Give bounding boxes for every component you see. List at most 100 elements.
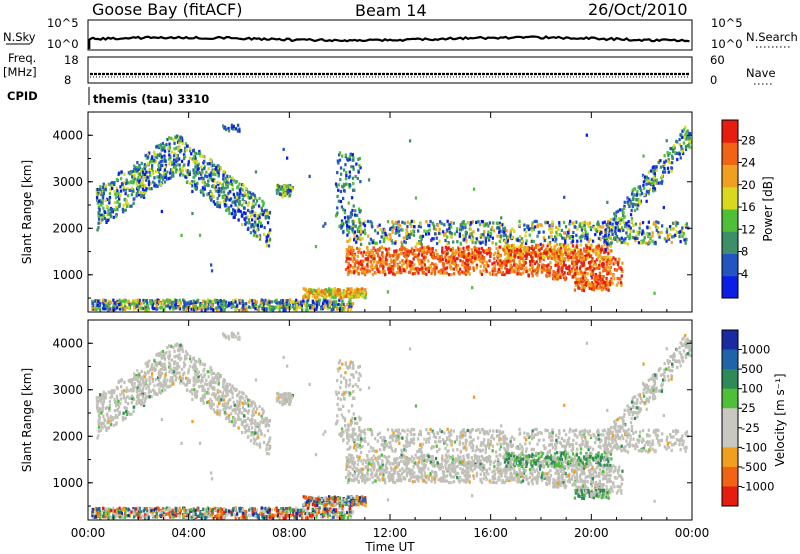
power-cell (311, 305, 314, 309)
velocity-cell (195, 360, 198, 364)
power-cell (574, 281, 577, 285)
power-cell (230, 302, 233, 306)
power-cell (495, 273, 498, 277)
power-cell (574, 283, 577, 287)
power-cell (213, 184, 216, 188)
power-cell (673, 233, 677, 237)
power-cell (603, 250, 606, 255)
power-cell (416, 256, 419, 260)
power-cell (452, 267, 455, 271)
power-cell (368, 254, 371, 258)
power-cell (137, 301, 140, 305)
power-cell (211, 299, 214, 303)
power-cell (556, 260, 559, 264)
power-cell (183, 149, 187, 153)
power-cell (351, 230, 354, 234)
velocity-cell (108, 409, 111, 413)
power-cell (556, 262, 559, 266)
power-cell (473, 259, 476, 263)
power-cell (560, 266, 563, 270)
power-cell (255, 300, 258, 304)
power-cell (475, 263, 479, 267)
velocity-cell (211, 380, 214, 384)
power-cell (201, 299, 205, 303)
power-cell (419, 225, 422, 229)
power-cell (97, 205, 100, 209)
power-cell (264, 216, 267, 220)
power-cell (404, 260, 407, 264)
power-cell (201, 186, 205, 190)
power-cell (134, 177, 137, 181)
power-cell (198, 171, 201, 175)
power-cell (448, 273, 451, 277)
power-cell (150, 299, 154, 303)
power-cell (158, 182, 161, 186)
velocity-cell (158, 369, 161, 373)
power-cell (104, 198, 107, 202)
power-cell (348, 170, 351, 174)
power-cell (496, 258, 500, 262)
power-cell (215, 167, 218, 171)
power-cell (338, 288, 341, 293)
power-cell (354, 213, 357, 217)
velocity-cell (153, 389, 156, 393)
power-cell (576, 227, 579, 231)
power-cell (399, 270, 402, 274)
power-cell (373, 265, 377, 270)
velocity-cell (144, 392, 147, 396)
power-cell (260, 298, 263, 302)
power-cell (535, 243, 538, 247)
power-cell (153, 181, 156, 185)
power-cell (391, 254, 394, 258)
power-cell (266, 221, 270, 225)
power-cell (557, 265, 560, 269)
power-cell (557, 254, 560, 258)
power-cell (145, 170, 148, 174)
power-cell (371, 263, 374, 267)
power-cell (486, 249, 489, 253)
power-cell (559, 272, 563, 277)
power-cell (320, 293, 324, 297)
power-cell (476, 239, 479, 243)
power-cell (611, 230, 614, 234)
velocity-cell (227, 416, 231, 420)
power-cell (374, 248, 377, 252)
power-cell (143, 308, 147, 312)
nsky-tick-low: 10^0 (47, 37, 79, 51)
power-cell (115, 177, 119, 182)
power-cell (536, 225, 539, 229)
power-cell (302, 294, 305, 298)
power-cell (161, 155, 164, 159)
power-cell (613, 277, 616, 281)
power-cell (647, 234, 650, 238)
power-cell (514, 266, 517, 270)
power-cell (349, 301, 352, 305)
power-cell (171, 300, 175, 304)
power-cell (410, 224, 413, 228)
power-cell (344, 294, 347, 298)
power-cell (373, 257, 376, 261)
power-cell (625, 231, 628, 235)
power-cell (562, 273, 565, 277)
power-cell (475, 220, 478, 224)
power-cell (348, 155, 352, 159)
power-cell (578, 259, 581, 263)
velocity-cell (210, 400, 213, 404)
power-cell (237, 123, 240, 127)
power-cell (263, 226, 266, 230)
power-cell (386, 220, 390, 224)
power-cell (601, 221, 605, 225)
power-cell (254, 170, 258, 174)
power-cell (216, 301, 220, 305)
power-cell (381, 269, 384, 273)
power-cell (573, 249, 576, 253)
power-cell (525, 252, 528, 256)
power-cell (470, 256, 473, 260)
power-cell (121, 307, 125, 311)
power-cell (169, 156, 172, 160)
power-cell (377, 253, 380, 257)
power-cell (113, 182, 116, 187)
power-cell (282, 190, 286, 194)
power-cell (325, 294, 328, 298)
velocity-cell (175, 354, 178, 358)
